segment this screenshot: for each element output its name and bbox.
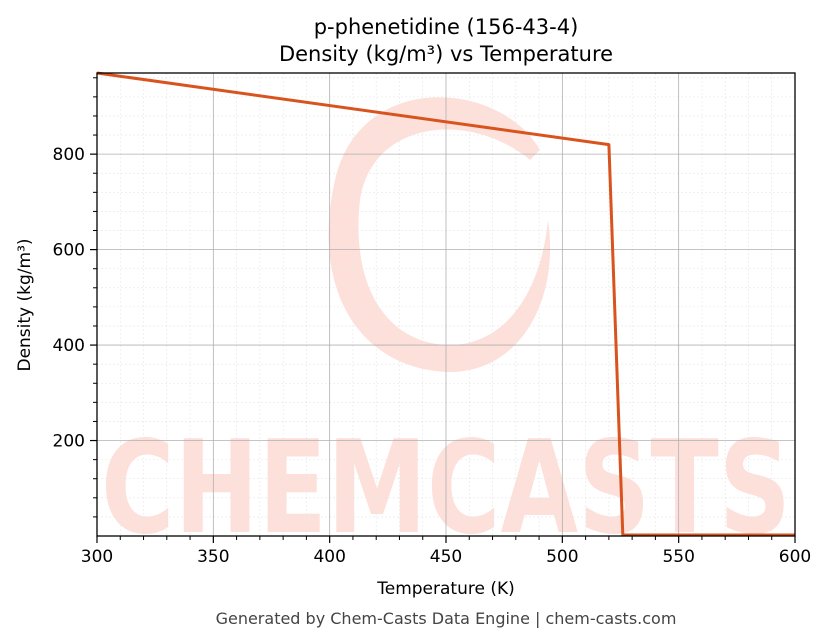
x-tick-label: 350 bbox=[197, 547, 229, 567]
footer-credit: Generated by Chem-Casts Data Engine | ch… bbox=[216, 609, 677, 628]
y-tick-label: 200 bbox=[53, 432, 85, 452]
watermark-swirl-logo bbox=[328, 97, 551, 373]
x-tick-label: 400 bbox=[313, 547, 345, 567]
chart-title: p-phenetidine (156-43-4) bbox=[314, 15, 579, 39]
density-series-line bbox=[96, 71, 795, 537]
y-tick-label: 400 bbox=[53, 336, 85, 356]
y-tick-label: 600 bbox=[53, 241, 85, 261]
series-layer bbox=[96, 71, 795, 537]
x-tick-label: 600 bbox=[779, 547, 811, 567]
axis-ticks: 300 350 400 450 500 550 600 200 400 600 800 bbox=[53, 77, 811, 567]
x-tick-label: 300 bbox=[81, 547, 113, 567]
y-tick-label: 800 bbox=[53, 145, 85, 165]
chart-subtitle: Density (kg/m³) vs Temperature bbox=[279, 42, 613, 66]
x-tick-label: 550 bbox=[662, 547, 694, 567]
y-axis-label: Density (kg/m³) bbox=[15, 238, 35, 371]
x-tick-label: 500 bbox=[546, 547, 578, 567]
x-tick-label: 450 bbox=[430, 547, 462, 567]
x-axis-label: Temperature (K) bbox=[376, 579, 515, 599]
